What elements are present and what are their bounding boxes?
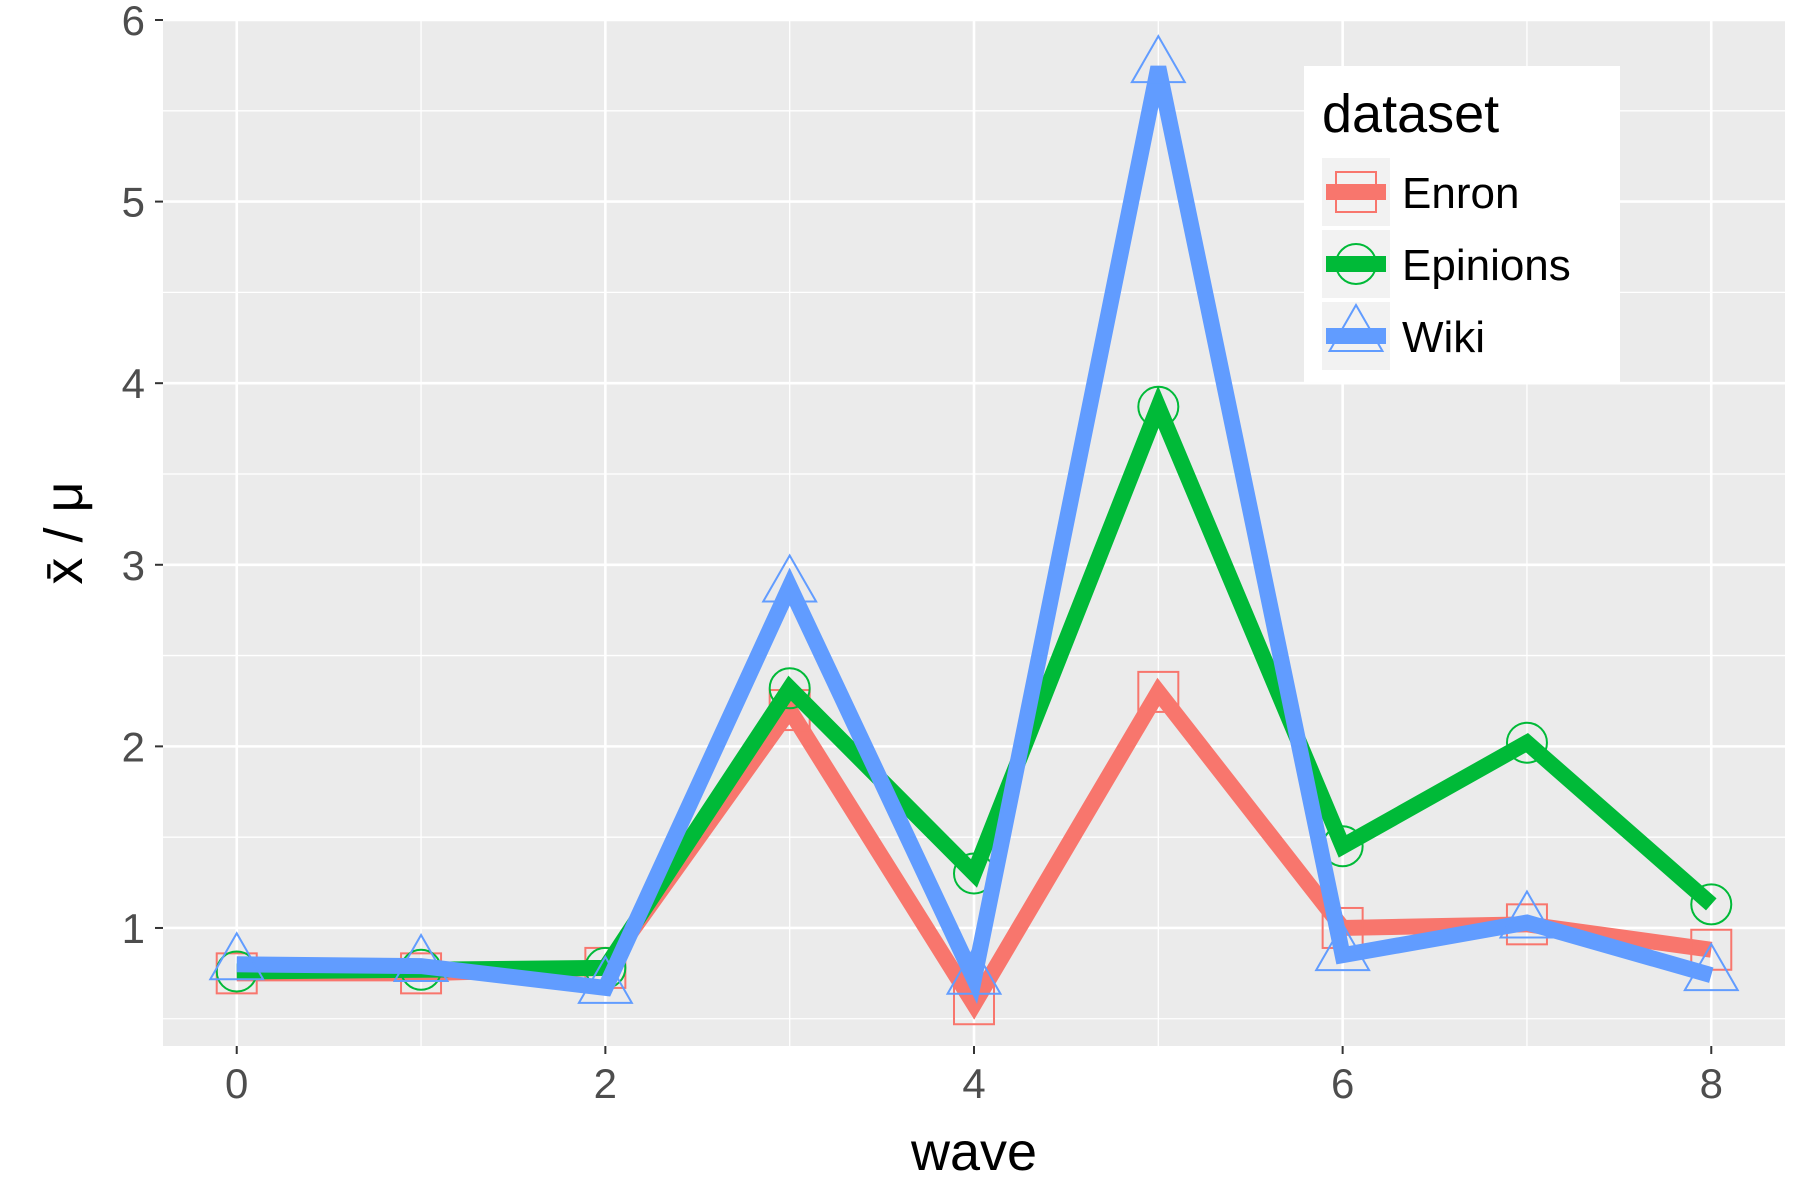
y-axis: 1 2 3 4 5 6 bbox=[122, 0, 163, 952]
series-wiki bbox=[208, 34, 1740, 1005]
x-tick-label: 4 bbox=[962, 1060, 985, 1107]
x-tick-label: 6 bbox=[1331, 1060, 1354, 1107]
data-point-epinions bbox=[768, 667, 811, 710]
data-point-epinions bbox=[1505, 721, 1548, 764]
legend-key-marker bbox=[1327, 302, 1385, 352]
legend-key-marker bbox=[1335, 171, 1377, 213]
data-point-wiki bbox=[945, 945, 1003, 995]
y-tick-label: 5 bbox=[122, 179, 145, 226]
legend-title: dataset bbox=[1322, 84, 1499, 144]
x-axis: 0 2 4 6 8 bbox=[225, 1046, 1723, 1107]
legend-item-enron: Enron bbox=[1322, 158, 1519, 226]
legend-label-enron: Enron bbox=[1402, 169, 1519, 218]
y-tick-label: 3 bbox=[122, 542, 145, 589]
legend-key-marker bbox=[1335, 243, 1377, 285]
y-tick-label: 2 bbox=[122, 723, 145, 770]
x-axis-title: wave bbox=[910, 1122, 1037, 1182]
legend-label-wiki: Wiki bbox=[1402, 313, 1485, 362]
legend-item-epinions: Epinions bbox=[1322, 230, 1571, 298]
data-point-wiki bbox=[577, 954, 634, 1004]
data-point-wiki bbox=[1683, 942, 1740, 992]
series-line-wiki bbox=[236, 65, 1714, 1005]
data-point-wiki bbox=[208, 931, 265, 981]
data-point-wiki bbox=[1314, 922, 1371, 972]
y-tick-label: 6 bbox=[122, 0, 145, 44]
legend-item-wiki: Wiki bbox=[1322, 302, 1485, 370]
y-tick-label: 1 bbox=[122, 905, 145, 952]
data-point-wiki bbox=[1130, 34, 1187, 84]
data-point-wiki bbox=[761, 553, 818, 603]
data-point-epinions bbox=[1137, 385, 1180, 428]
data-point-enron bbox=[1137, 670, 1180, 713]
y-axis-title: x̄ / μ bbox=[34, 481, 94, 584]
data-point-wiki bbox=[392, 933, 450, 983]
legend-label-epinions: Epinions bbox=[1402, 241, 1571, 290]
legend: dataset Enron Epinions Wiki bbox=[1304, 66, 1620, 384]
y-tick-label: 4 bbox=[122, 360, 145, 407]
data-point-epinions bbox=[1690, 883, 1733, 926]
x-tick-label: 8 bbox=[1700, 1060, 1723, 1107]
data-point-wiki bbox=[1498, 889, 1556, 939]
x-tick-label: 2 bbox=[594, 1060, 617, 1107]
legend-items: Enron Epinions Wiki bbox=[1322, 158, 1571, 370]
x-tick-label: 0 bbox=[225, 1060, 248, 1107]
series-lines bbox=[208, 34, 1740, 1026]
